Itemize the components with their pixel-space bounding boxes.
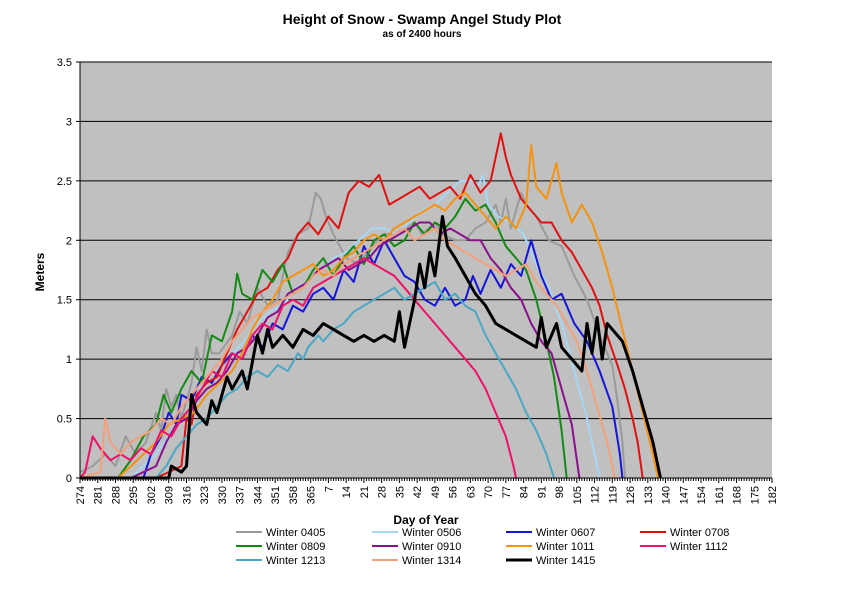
x-tick-label: 35 <box>394 486 406 498</box>
y-tick-label: 2.5 <box>57 176 72 188</box>
x-tick-label: 351 <box>270 486 282 504</box>
x-tick-label: 133 <box>643 486 655 504</box>
x-tick-label: 91 <box>536 486 548 498</box>
x-tick-label: 14 <box>341 486 353 498</box>
x-tick-label: 274 <box>75 486 87 504</box>
x-tick-label: 21 <box>359 486 371 498</box>
x-tick-label: 98 <box>554 486 566 498</box>
x-tick-label: 309 <box>164 486 176 504</box>
y-tick-label: 1 <box>66 354 72 366</box>
x-tick-label: 84 <box>519 486 531 498</box>
x-tick-label: 175 <box>749 486 761 504</box>
series-line-winter-0405 <box>79 191 626 479</box>
x-tick-label: 337 <box>235 486 247 504</box>
x-tick-label: 302 <box>146 486 158 504</box>
series-line-winter-1112 <box>79 257 517 479</box>
x-tick-label: 316 <box>181 486 193 504</box>
legend: Winter 0405 Winter 0506 Winter 0607 Winter … <box>236 527 729 567</box>
legend-label-winter-0405: Winter 0405 <box>266 527 325 539</box>
y-tick-label: 2 <box>66 235 72 247</box>
series-line-winter-1213 <box>80 280 555 479</box>
legend-label-winter-1011: Winter 1011 <box>536 541 595 553</box>
series-line-winter-1415 <box>80 215 662 480</box>
legend-label-winter-0910: Winter 0910 <box>402 541 461 553</box>
chart-title: Height of Snow - Swamp Angel Study Plot <box>283 11 562 27</box>
x-tick-label: 344 <box>252 486 264 504</box>
legend-label-winter-1314: Winter 1314 <box>402 555 461 567</box>
y-tick-label: 3 <box>66 116 72 128</box>
x-tick-label: 42 <box>412 486 424 498</box>
x-tick-label: 7 <box>323 486 335 492</box>
x-tick-label: 281 <box>93 486 105 504</box>
y-tick-label: 0.5 <box>57 414 72 426</box>
x-tick-label: 56 <box>448 486 460 498</box>
x-tick-label: 161 <box>714 486 726 504</box>
x-tick-label: 126 <box>625 486 637 504</box>
plot-area: 0 0.5 1 1.5 2 2.5 3 3.5 274 281 288 295 302 309 316 323… <box>57 57 779 504</box>
x-tick-label: 77 <box>501 486 513 498</box>
x-tick-label: 365 <box>306 486 318 504</box>
legend-label-winter-0809: Winter 0809 <box>266 541 325 553</box>
series-line-winter-1314 <box>79 227 616 479</box>
legend-label-winter-0708: Winter 0708 <box>670 527 729 539</box>
x-tick-label: 330 <box>217 486 229 504</box>
legend-label-winter-0607: Winter 0607 <box>536 527 595 539</box>
x-tick-label: 323 <box>199 486 211 504</box>
x-tick-label: 358 <box>288 486 300 504</box>
y-tick-label: 0 <box>66 473 72 485</box>
x-tick-label: 295 <box>128 486 140 504</box>
series-line-winter-0708 <box>80 132 644 479</box>
x-tick-label: 70 <box>483 486 495 498</box>
legend-label-winter-1213: Winter 1213 <box>266 555 325 567</box>
chart-subtitle: as of 2400 hours <box>383 29 462 40</box>
x-tick-label: 154 <box>696 486 708 504</box>
x-tick-label: 140 <box>661 486 673 504</box>
legend-label-winter-0506: Winter 0506 <box>402 527 461 539</box>
x-tick-label: 288 <box>110 486 122 504</box>
y-tick-label: 1.5 <box>57 295 72 307</box>
x-tick-label: 105 <box>572 486 584 504</box>
x-tick-label: 112 <box>590 486 602 504</box>
legend-label-winter-1415: Winter 1415 <box>536 555 595 567</box>
x-tick-label: 147 <box>678 486 690 504</box>
x-tick-label: 49 <box>430 486 442 498</box>
series-line-winter-1011 <box>80 144 659 479</box>
y-axis-label: Meters <box>33 252 47 291</box>
x-tick-label: 28 <box>377 486 389 498</box>
x-tick-label: 168 <box>732 486 744 504</box>
x-tick-label: 119 <box>607 486 619 504</box>
legend-label-winter-1112: Winter 1112 <box>670 541 728 553</box>
series-line-winter-0910 <box>80 221 581 479</box>
x-tick-label: 182 <box>767 486 779 504</box>
y-tick-label: 3.5 <box>57 57 72 69</box>
x-tick-label: 63 <box>465 486 477 498</box>
x-axis-label: Day of Year <box>393 513 458 527</box>
